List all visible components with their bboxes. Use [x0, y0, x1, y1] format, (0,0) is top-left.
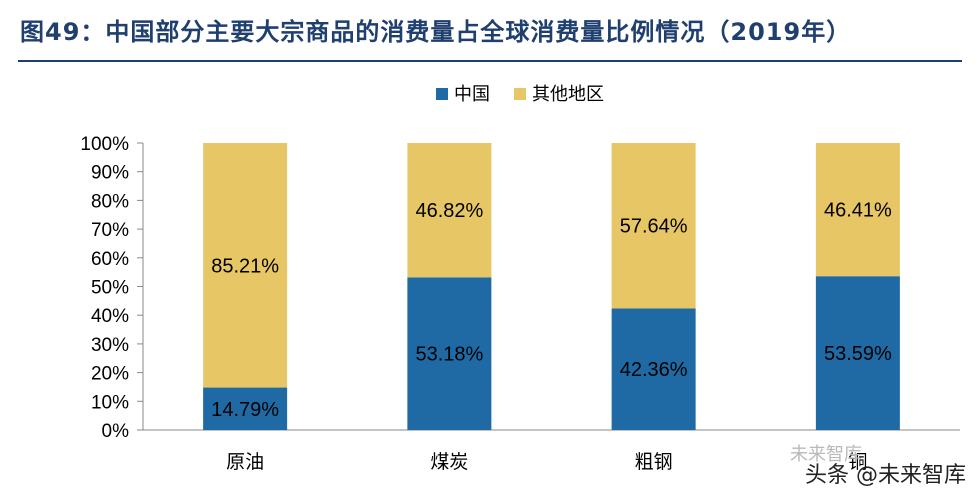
y-tick-label: 80% — [91, 191, 129, 212]
source-watermark: 头条 @未来智库 — [805, 463, 966, 488]
bar-rest-of-world-3 — [815, 143, 900, 277]
bar-rest-of-world-1 — [407, 143, 492, 278]
bar-china-3 — [815, 276, 900, 430]
title-bar: 图49：中国部分主要大宗商品的消费量占全球消费量比例情况（2019年） — [0, 0, 980, 62]
title-underline — [18, 60, 962, 62]
legend-swatch — [514, 88, 526, 100]
bar-china-1 — [407, 277, 492, 430]
y-tick-label: 60% — [91, 249, 129, 270]
data-label: 53.18% — [415, 344, 483, 366]
y-tick-label: 40% — [91, 306, 129, 327]
y-tick-label: 0% — [102, 421, 130, 442]
x-category-label: 煤炭 — [430, 451, 468, 473]
legend-swatch — [436, 88, 448, 100]
data-label: 53.59% — [824, 343, 892, 365]
y-tick-label: 30% — [91, 335, 129, 356]
figure-title: 图49：中国部分主要大宗商品的消费量占全球消费量比例情况（2019年） — [20, 18, 852, 46]
data-label: 85.21% — [211, 255, 279, 277]
bar-china-0 — [203, 387, 288, 430]
y-tick-label: 100% — [80, 134, 129, 155]
y-tick-label: 10% — [91, 392, 129, 413]
legend-label: 其他地区 — [532, 84, 604, 105]
legend-label: 中国 — [454, 84, 490, 105]
data-label: 14.79% — [211, 399, 279, 421]
faint-watermark: 未来智库 — [790, 444, 862, 465]
bar-china-2 — [611, 308, 696, 430]
y-tick-label: 50% — [91, 278, 129, 299]
data-label: 57.64% — [620, 216, 688, 238]
x-category-label: 粗钢 — [635, 451, 673, 473]
y-tick-label: 20% — [91, 364, 129, 385]
bar-rest-of-world-2 — [611, 143, 696, 309]
y-tick-label: 70% — [91, 220, 129, 241]
data-label: 46.82% — [415, 200, 483, 222]
data-label: 42.36% — [620, 359, 688, 381]
data-label: 46.41% — [824, 200, 892, 222]
x-category-label: 铜 — [848, 451, 867, 473]
y-tick-label: 90% — [91, 163, 129, 184]
bar-rest-of-world-0 — [203, 143, 288, 388]
x-category-label: 原油 — [226, 451, 264, 473]
